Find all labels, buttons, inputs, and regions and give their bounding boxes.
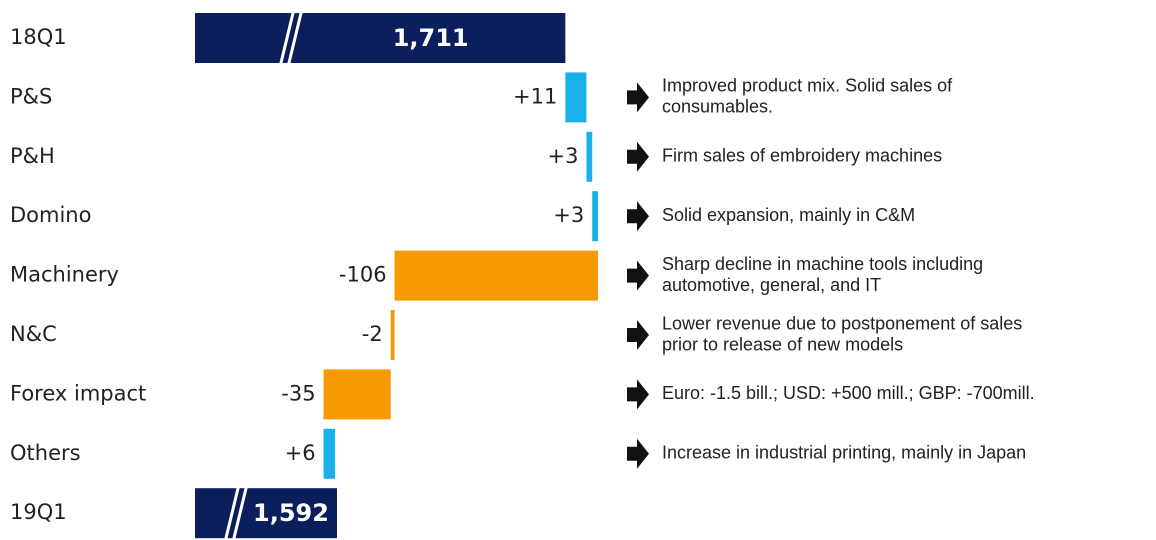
value-label: +11	[513, 84, 557, 108]
delta-bar	[390, 310, 395, 360]
annotation: consumables.	[662, 97, 773, 117]
arrow-icon	[627, 141, 649, 172]
axis-break	[231, 483, 249, 540]
category-label: 18Q1	[10, 25, 67, 49]
delta-bar	[323, 369, 391, 420]
value-label: -35	[281, 381, 315, 405]
category-label: 19Q1	[10, 500, 67, 524]
value-label: 1,711	[393, 24, 469, 52]
value-label: -2	[362, 322, 383, 346]
arrow-icon	[627, 260, 649, 291]
category-label: Domino	[10, 203, 91, 227]
category-label: Others	[10, 441, 81, 465]
annotation: Firm sales of embroidery machines	[662, 146, 942, 166]
annotation: Euro: -1.5 bill.; USD: +500 mill.; GBP: …	[662, 383, 1035, 403]
delta-bar	[394, 250, 598, 301]
axis-break	[286, 8, 304, 68]
value-label: +6	[285, 441, 316, 465]
arrow-icon	[627, 438, 649, 469]
annotation: Improved product mix. Solid sales of	[662, 76, 953, 96]
category-label: Forex impact	[10, 381, 146, 405]
arrow-icon	[627, 82, 649, 113]
value-label: -106	[339, 263, 387, 287]
annotation: Solid expansion, mainly in C&M	[662, 205, 915, 225]
annotation: Sharp decline in machine tools including	[662, 254, 983, 274]
arrow-icon	[627, 379, 649, 410]
axis-break	[223, 483, 241, 540]
category-label: P&H	[10, 144, 55, 168]
value-label: +3	[547, 144, 578, 168]
category-label: P&S	[10, 84, 52, 108]
annotation: prior to release of new models	[662, 334, 903, 354]
arrow-icon	[627, 320, 649, 350]
category-label: Machinery	[10, 263, 119, 287]
category-label: N&C	[10, 322, 57, 346]
axis-break	[278, 8, 296, 68]
annotation: automotive, general, and IT	[662, 275, 881, 295]
delta-bar	[592, 191, 598, 242]
delta-bar	[565, 72, 587, 123]
arrow-icon	[627, 201, 649, 232]
delta-bar	[323, 428, 336, 479]
value-label: 1,592	[253, 499, 329, 527]
delta-bar	[586, 131, 593, 182]
total-bar	[195, 488, 337, 539]
value-label: +3	[553, 203, 584, 227]
annotation: Increase in industrial printing, mainly …	[662, 443, 1026, 463]
annotation: Lower revenue due to postponement of sal…	[662, 313, 1022, 333]
total-bar	[195, 13, 566, 63]
